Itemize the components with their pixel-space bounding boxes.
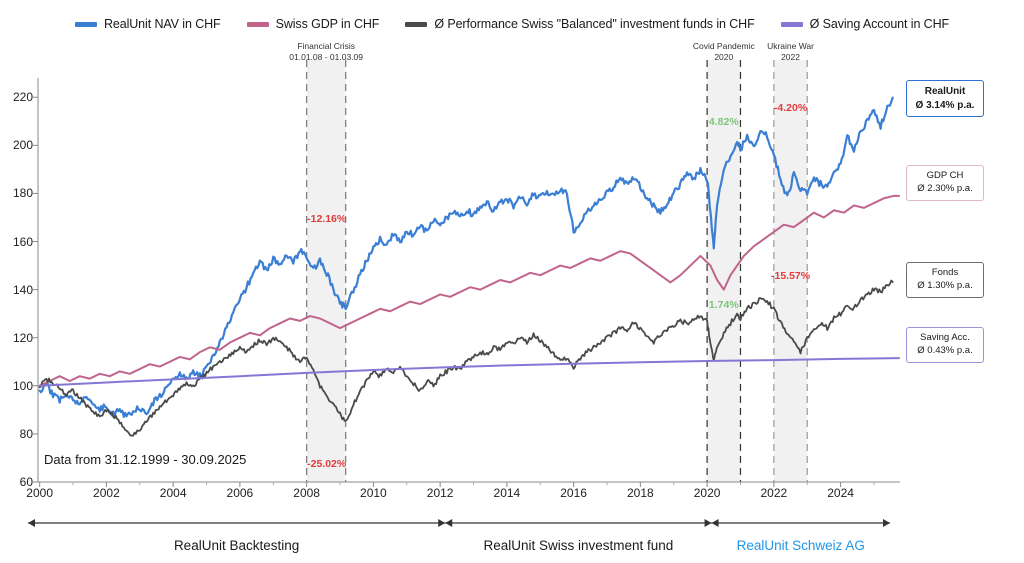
phase-swiss-fund-label: RealUnit Swiss investment fund [483, 538, 674, 553]
series-line-1 [38, 194, 900, 387]
phase-backtesting-label: RealUnit Backtesting [173, 538, 300, 553]
side-box-saving-value: Ø 0.43% p.a. [917, 344, 973, 356]
y-tick-label: 140 [12, 282, 33, 297]
side-box-gdp[interactable]: GDP CH Ø 2.30% p.a. [906, 165, 984, 201]
phase-timeline-arrows [28, 519, 890, 527]
side-box-realunit-title: RealUnit [924, 86, 966, 97]
phase-timeline: RealUnit Backtesting RealUnit Swiss inves… [0, 512, 1024, 563]
legend-saving-label: Ø Saving Account in CHF [809, 17, 950, 31]
x-tick-label: 2010 [360, 486, 387, 500]
legend-realunit-label: RealUnit NAV in CHF [103, 17, 221, 31]
side-box-gdp-value: Ø 2.30% p.a. [917, 182, 973, 194]
legend-gdp-swatch-icon [246, 21, 269, 27]
x-tick-label: 2016 [560, 486, 587, 500]
x-tick-label: 2018 [627, 486, 654, 500]
chart-plot-area [33, 60, 900, 487]
x-tick-label: 2020 [693, 486, 721, 500]
event-title: Financial Crisis [297, 41, 355, 51]
series-line-0 [38, 96, 894, 418]
callout-funds-ukraine: -15.57% [770, 270, 811, 283]
series-line-2 [38, 279, 894, 437]
side-box-fonds-title: Fonds [931, 267, 959, 278]
callout-funds-financial-crisis: -25.02% [307, 457, 347, 470]
x-tick-label: 2022 [760, 486, 788, 500]
legend-realunit-swatch-icon [74, 21, 97, 27]
x-tick-label: 2006 [226, 486, 254, 500]
event-label-covid-pandemic: Covid Pandemic 2020 [693, 41, 755, 62]
x-tick-label: 2014 [493, 486, 521, 500]
phase-arrow-right-phase-backtesting [438, 519, 446, 527]
y-tick-label: 180 [12, 186, 33, 201]
phase-arrow-left-phase-backtesting [28, 519, 35, 527]
x-tick-label: 2004 [159, 486, 187, 500]
event-title: Ukraine War [767, 41, 814, 51]
event-subtitle: 01.01.08 - 01.03.09 [289, 51, 364, 62]
legend-realunit[interactable]: RealUnit NAV in CHF [74, 17, 221, 31]
x-tick-label: 2024 [827, 486, 854, 500]
phase-arrow-left-phase-schweiz-ag [711, 519, 719, 527]
legend-funds-label: Ø Performance Swiss "Balanced" investmen… [434, 17, 755, 31]
side-box-saving[interactable]: Saving Acc. Ø 0.43% p.a. [906, 327, 984, 363]
x-tick-label: 2000 [26, 486, 54, 500]
phase-arrow-left-phase-swiss-fund [445, 519, 453, 527]
event-subtitle: 2020 [714, 51, 734, 62]
y-tick-label: 80 [19, 426, 33, 441]
callout-realunit-ukraine: -4.20% [773, 102, 808, 115]
legend-gdp-label: Swiss GDP in CHF [275, 17, 380, 31]
y-tick-label: 160 [12, 234, 33, 249]
y-tick-label: 120 [12, 330, 33, 345]
event-band-ukraine-war [773, 60, 808, 482]
legend-saving[interactable]: Ø Saving Account in CHF [780, 17, 950, 31]
chart-legend: RealUnit NAV in CHF Swiss GDP in CHF Ø Per… [0, 12, 1024, 36]
y-tick-label: 200 [12, 138, 33, 153]
x-axis: 2000 2002 2004 2006 2008 2010 2012 2014 2016 2018… [26, 486, 900, 504]
x-tick-label: 2008 [293, 486, 320, 500]
x-tick-label: 2012 [426, 486, 454, 500]
event-subtitle: 2022 [781, 51, 800, 62]
phase-arrow-right-phase-schweiz-ag [883, 519, 890, 527]
series-line-3 [38, 357, 900, 387]
phase-arrow-right-phase-swiss-fund [704, 519, 712, 527]
callout-funds-covid: 1.74% [708, 299, 739, 312]
y-axis: 60 80 100 120 140 160 180 200 220 [0, 78, 33, 489]
legend-gdp[interactable]: Swiss GDP in CHF [246, 17, 380, 31]
side-box-fonds-value: Ø 1.30% p.a. [917, 279, 973, 291]
y-tick-label: 60 [19, 475, 33, 489]
side-box-fonds[interactable]: Fonds Ø 1.30% p.a. [906, 262, 984, 298]
y-tick-label: 220 [12, 90, 33, 105]
legend-funds-swatch-icon [405, 21, 428, 27]
chart-canvas [33, 60, 900, 487]
x-tick-label: 2002 [93, 486, 120, 500]
event-label-financial-crisis: Financial Crisis 01.01.08 - 01.03.09 [289, 41, 363, 62]
legend-funds[interactable]: Ø Performance Swiss "Balanced" investmen… [405, 17, 755, 31]
legend-saving-swatch-icon [780, 21, 803, 27]
event-title: Covid Pandemic [692, 41, 755, 51]
side-box-gdp-title: GDP CH [926, 170, 964, 181]
side-box-realunit-value: Ø 3.14% p.a. [915, 99, 975, 111]
callout-realunit-financial-crisis: -12.16% [307, 212, 347, 225]
side-box-saving-title: Saving Acc. [920, 332, 970, 343]
event-label-ukraine-war: Ukraine War 2022 [767, 41, 814, 62]
data-range-note: Data from 31.12.1999 - 30.09.2025 [44, 452, 247, 467]
side-box-realunit[interactable]: RealUnit Ø 3.14% p.a. [906, 80, 984, 117]
phase-schweiz-ag-label: RealUnit Schweiz AG [736, 538, 865, 553]
y-tick-label: 100 [12, 378, 33, 393]
event-band-financial-crisis [306, 60, 346, 482]
callout-realunit-covid: 4.82% [708, 116, 739, 129]
